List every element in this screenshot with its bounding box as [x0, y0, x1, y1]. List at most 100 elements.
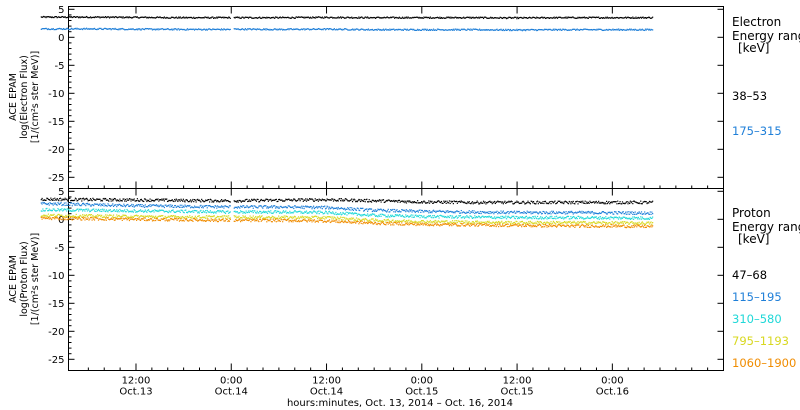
data-point	[104, 216, 106, 218]
data-point	[180, 198, 182, 200]
data-point	[572, 215, 574, 218]
data-point	[55, 28, 57, 31]
data-point	[361, 207, 363, 210]
data-point	[93, 16, 95, 18]
data-point	[440, 200, 443, 203]
data-point	[602, 29, 605, 32]
data-point	[553, 16, 555, 18]
data-point	[359, 16, 362, 19]
data-point	[517, 29, 520, 31]
data-point	[197, 206, 199, 208]
data-point	[47, 16, 50, 18]
data-point	[265, 29, 267, 31]
data-point	[118, 214, 120, 217]
data-point	[246, 217, 248, 219]
data-point	[51, 199, 53, 201]
data-point	[346, 214, 348, 216]
data-point	[251, 29, 253, 31]
data-point	[261, 17, 263, 19]
data-point	[274, 207, 277, 209]
data-point	[132, 17, 134, 19]
data-point	[507, 210, 509, 213]
data-point	[237, 201, 239, 203]
data-point	[642, 201, 644, 203]
data-point	[120, 216, 122, 218]
data-point	[306, 198, 308, 200]
data-point	[421, 215, 423, 217]
data-point	[147, 216, 150, 218]
data-point	[627, 222, 629, 224]
data-point	[409, 17, 411, 19]
data-point	[324, 216, 327, 218]
data-point	[395, 215, 397, 217]
data-point	[608, 28, 610, 30]
data-point	[235, 28, 237, 30]
data-point	[276, 217, 278, 219]
data-point	[625, 29, 628, 31]
data-point	[382, 221, 385, 223]
data-point	[604, 202, 606, 204]
data-point	[392, 208, 394, 211]
data-point	[81, 219, 83, 221]
data-point	[304, 217, 306, 220]
data-point	[102, 216, 104, 218]
data-point	[275, 211, 277, 214]
data-point	[185, 216, 187, 218]
data-point	[108, 16, 110, 18]
data-point	[249, 200, 251, 203]
data-point	[401, 220, 403, 222]
data-point	[114, 210, 116, 212]
data-point	[254, 28, 256, 30]
data-point	[234, 206, 236, 208]
data-point	[323, 17, 325, 19]
data-point	[318, 16, 320, 18]
data-point	[244, 28, 246, 30]
data-point	[331, 198, 333, 200]
data-point	[185, 209, 187, 211]
data-point	[582, 16, 584, 18]
data-point	[74, 216, 76, 218]
data-point	[88, 209, 90, 211]
data-point	[143, 211, 145, 213]
data-point	[618, 29, 620, 32]
data-point	[206, 217, 208, 219]
data-point	[351, 217, 353, 219]
data-point	[434, 29, 436, 31]
data-point	[370, 220, 372, 223]
data-point	[112, 218, 114, 220]
data-point	[582, 202, 585, 204]
data-point	[145, 220, 147, 222]
data-point	[363, 198, 366, 201]
data-point	[106, 205, 108, 207]
data-point	[549, 215, 551, 218]
data-point	[285, 29, 287, 31]
data-point	[89, 214, 92, 216]
data-point	[185, 205, 187, 207]
data-point	[397, 28, 400, 30]
data-point	[385, 28, 387, 30]
data-point	[265, 198, 267, 200]
data-point	[391, 28, 393, 31]
data-point	[233, 28, 235, 30]
data-point	[436, 210, 438, 212]
data-point	[547, 213, 549, 215]
data-point	[146, 200, 148, 203]
data-point	[559, 29, 561, 31]
data-point	[397, 29, 399, 31]
data-point	[100, 205, 102, 207]
data-point	[215, 217, 217, 219]
data-point	[374, 29, 376, 31]
data-point	[315, 199, 317, 201]
data-point	[317, 217, 319, 220]
data-point	[273, 211, 275, 213]
data-point	[332, 216, 334, 218]
data-point	[53, 217, 55, 219]
data-point	[384, 28, 386, 31]
data-point	[178, 205, 180, 208]
data-point	[324, 212, 326, 214]
data-point	[386, 210, 389, 212]
data-point	[60, 202, 62, 204]
data-point	[484, 16, 486, 18]
data-point	[367, 16, 369, 18]
data-point	[69, 197, 71, 199]
